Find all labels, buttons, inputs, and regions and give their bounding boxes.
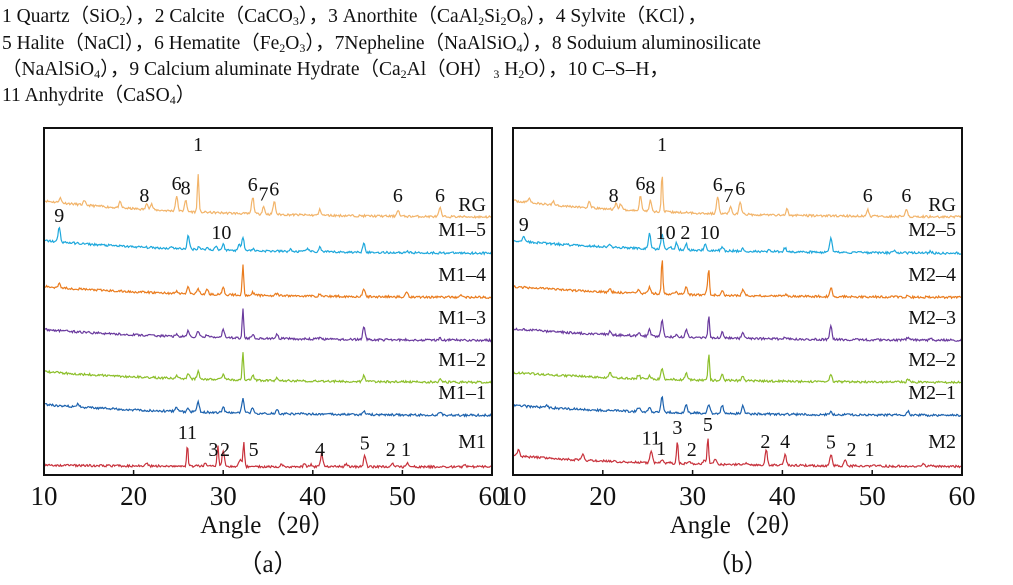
- x-tick-label: 50: [389, 481, 416, 511]
- peak-label-6: 6: [435, 185, 445, 207]
- series-line-M1–5: [43, 226, 493, 256]
- peak-label-5: 5: [360, 433, 370, 455]
- legend-line-4: 11 Anhydrite（CaSO4）: [2, 85, 196, 107]
- series-label: M2–2: [908, 349, 956, 371]
- series-line-M2–2: [512, 354, 963, 385]
- series-label: M2: [928, 431, 956, 453]
- series-line-M2–1: [512, 395, 963, 418]
- plot-frame: [512, 127, 963, 476]
- peak-label-8: 8: [139, 185, 149, 207]
- peak-label-1: 1: [401, 439, 411, 461]
- legend-line-1: 1 Quartz（SiO2），2 Calcite（CaCO3），3 Anorth…: [2, 6, 707, 28]
- series-line-M2: [512, 438, 963, 469]
- peak-label-5: 5: [249, 439, 259, 461]
- peak-label-4: 4: [315, 439, 325, 461]
- series-label: M1: [458, 431, 486, 453]
- peak-label-8: 8: [181, 177, 191, 199]
- x-tick-label: 60: [479, 481, 506, 511]
- series-label: RG: [458, 194, 486, 216]
- peak-label-6: 6: [269, 178, 279, 200]
- series-label: M2–4: [908, 264, 956, 286]
- series-line-M1–1: [43, 397, 493, 418]
- x-tick-label: 20: [589, 481, 616, 511]
- peak-label-8: 8: [609, 185, 619, 207]
- x-tick-label: 40: [299, 481, 326, 511]
- peak-label-6: 6: [901, 185, 911, 207]
- peak-label-6: 6: [172, 173, 182, 195]
- peak-label-2: 2: [386, 439, 396, 461]
- peak-label-8: 8: [645, 177, 655, 199]
- peak-label-1: 1: [193, 134, 203, 156]
- panel-caption: （a）: [237, 550, 298, 578]
- peak-label-6: 6: [393, 185, 403, 207]
- series-line-M1–2: [43, 352, 493, 385]
- peak-label-3: 3: [208, 439, 218, 461]
- series-line-RG: [512, 176, 963, 219]
- series-line-M2–3: [512, 316, 963, 343]
- peak-label-10: 10: [656, 222, 676, 244]
- x-tick-label: 40: [769, 481, 796, 511]
- series-label: M1–2: [438, 349, 486, 371]
- legend-line-3: （NaAlSiO4），9 Calcium aluminate Hydrate（C…: [2, 59, 669, 81]
- peak-label-2: 2: [760, 431, 770, 453]
- peak-label-5: 5: [703, 414, 713, 436]
- peak-label-1: 1: [865, 439, 875, 461]
- x-axis-label: Angle（2θ）: [200, 511, 336, 539]
- peak-label-6: 6: [735, 178, 745, 200]
- x-tick-label: 30: [679, 481, 706, 511]
- series-label: M2–1: [908, 382, 956, 404]
- peak-label-11: 11: [178, 422, 197, 444]
- peak-label-6: 6: [863, 185, 873, 207]
- x-tick-label: 10: [500, 481, 527, 511]
- series-label: M1–4: [438, 264, 486, 286]
- peak-label-9: 9: [54, 205, 64, 227]
- peak-label-2: 2: [687, 439, 697, 461]
- peak-label-10: 10: [211, 222, 231, 244]
- peak-label-9: 9: [519, 214, 529, 236]
- series-label: RG: [928, 194, 956, 216]
- peak-label-6: 6: [636, 173, 646, 195]
- series-line-M1–3: [43, 308, 493, 343]
- peak-label-3: 3: [672, 417, 682, 439]
- x-axis-label: Angle（2θ）: [670, 511, 806, 539]
- peak-label-4: 4: [780, 431, 790, 453]
- series-line-M2–4: [513, 260, 963, 300]
- series-line-RG: [43, 174, 493, 219]
- series-line-M1: [43, 441, 493, 470]
- series-line-M1–4: [43, 264, 493, 300]
- peak-label-2: 2: [220, 439, 230, 461]
- series-line-M2–5: [512, 232, 963, 256]
- series-label: M2–3: [908, 307, 956, 329]
- panel-caption: （b）: [706, 550, 769, 578]
- x-tick-label: 10: [31, 481, 58, 511]
- x-tick-label: 20: [120, 481, 147, 511]
- peak-label-5: 5: [826, 432, 836, 454]
- series-label: M1–3: [438, 307, 486, 329]
- series-label: M1–5: [438, 219, 486, 241]
- peak-label-1: 1: [657, 134, 667, 156]
- legend-line-2: 5 Halite（NaCl），6 Hematite（Fe2O3），7Nephel…: [2, 33, 761, 55]
- series-label: M1–1: [438, 382, 486, 404]
- peak-label-6: 6: [713, 174, 723, 196]
- peak-label-2: 2: [847, 439, 857, 461]
- x-tick-label: 30: [210, 481, 237, 511]
- series-label: M2–5: [908, 219, 956, 241]
- peak-label-6: 6: [248, 174, 258, 196]
- peak-label-10: 10: [700, 222, 720, 244]
- peak-label-7: 7: [259, 184, 269, 206]
- peak-label-1: 1: [656, 438, 666, 460]
- peak-label-7: 7: [724, 185, 734, 207]
- peak-label-11: 11: [642, 428, 661, 450]
- x-tick-label: 50: [859, 481, 886, 511]
- peak-label-2: 2: [680, 222, 690, 244]
- x-tick-label: 60: [949, 481, 976, 511]
- plot-frame: [43, 127, 493, 476]
